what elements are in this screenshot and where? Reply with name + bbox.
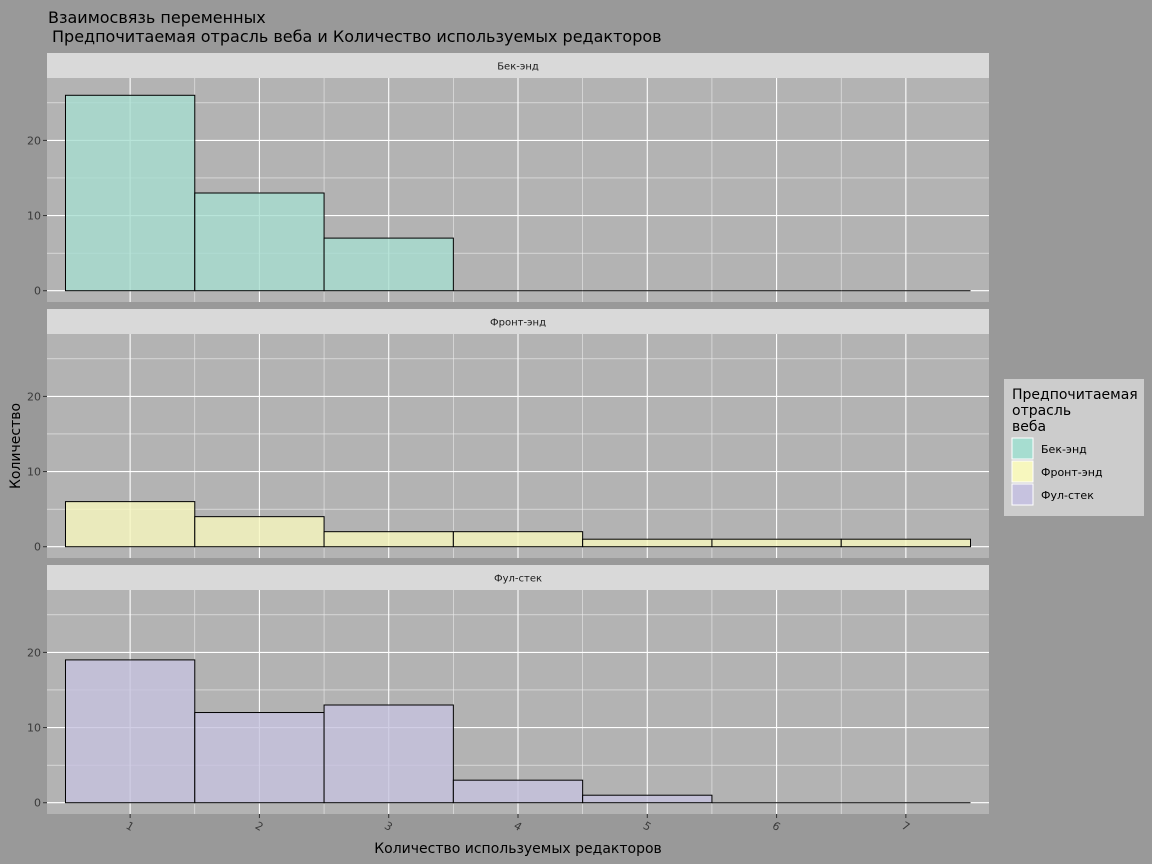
legend-label: Фул-стек bbox=[1041, 489, 1094, 502]
x-axis-title: Количество используемых редакторов bbox=[374, 841, 662, 857]
legend-label: Фронт-энд bbox=[1041, 466, 1103, 479]
legend-swatch bbox=[1011, 437, 1034, 460]
y-tick-label: 20 bbox=[27, 134, 41, 147]
histogram-bar bbox=[64, 94, 196, 292]
x-tick-label: 5 bbox=[641, 819, 654, 834]
histogram-bar bbox=[323, 237, 454, 292]
histogram-bar bbox=[452, 779, 584, 804]
y-tick-label: 10 bbox=[27, 210, 41, 223]
histogram-bar bbox=[323, 531, 454, 548]
y-tick-label: 20 bbox=[27, 646, 41, 659]
histogram-bar bbox=[582, 538, 713, 548]
x-tick-label: 1 bbox=[124, 819, 137, 834]
x-axis: 1 2 3 4 5 6 7 bbox=[124, 814, 912, 834]
histogram-bar bbox=[582, 794, 713, 804]
legend-title-line: веба bbox=[1012, 419, 1046, 435]
facet-strip bbox=[47, 53, 989, 78]
facet-strip-label: Фронт-энд bbox=[490, 318, 546, 329]
legend-swatch bbox=[1011, 483, 1034, 506]
legend-label: Бек-энд bbox=[1041, 443, 1087, 456]
chart-title: Взаимосвязь переменных bbox=[48, 8, 266, 27]
legend-title-line: отрасль bbox=[1012, 403, 1071, 419]
facet-panel: Фул-стек 0 10 20 bbox=[27, 565, 989, 814]
y-tick-label: 0 bbox=[34, 541, 41, 554]
histogram-bar bbox=[194, 192, 325, 292]
x-tick-label: 3 bbox=[382, 819, 395, 834]
histogram-bar bbox=[64, 501, 196, 548]
y-tick-label: 0 bbox=[34, 797, 41, 810]
histogram-bar bbox=[194, 712, 325, 804]
facet-panels: Бек-энд 0 10 20 Фронт-энд 0 10 20 Фул-стек 0 10 20 bbox=[27, 53, 989, 814]
facet-panel: Бек-энд 0 10 20 bbox=[27, 53, 989, 302]
facet-strip bbox=[47, 565, 989, 590]
facet-strip-label: Фул-стек bbox=[494, 574, 542, 585]
facet-panel: Фронт-энд 0 10 20 bbox=[27, 309, 989, 558]
y-tick-label: 0 bbox=[34, 285, 41, 298]
y-tick-label: 20 bbox=[27, 390, 41, 403]
y-tick-label: 10 bbox=[27, 466, 41, 479]
histogram-bar bbox=[194, 516, 325, 548]
histogram-bar bbox=[840, 538, 972, 548]
legend-title-line: Предпочитаемая bbox=[1012, 387, 1138, 403]
x-tick-label: 2 bbox=[253, 819, 266, 834]
histogram-bar bbox=[323, 704, 454, 804]
histogram-bar bbox=[64, 659, 196, 804]
histogram-bar bbox=[452, 531, 584, 548]
legend-swatch bbox=[1011, 460, 1034, 483]
chart-subtitle: Предпочитаемая отрасль веба и Количество… bbox=[52, 27, 662, 46]
facet-strip bbox=[47, 309, 989, 334]
y-tick-label: 10 bbox=[27, 722, 41, 735]
histogram-bar bbox=[711, 538, 842, 548]
y-axis-title: Количество bbox=[8, 403, 24, 489]
facet-strip-label: Бек-энд bbox=[497, 62, 539, 73]
x-tick-label: 4 bbox=[511, 819, 524, 834]
x-tick-label: 6 bbox=[770, 819, 783, 834]
x-tick-label: 7 bbox=[899, 819, 912, 834]
